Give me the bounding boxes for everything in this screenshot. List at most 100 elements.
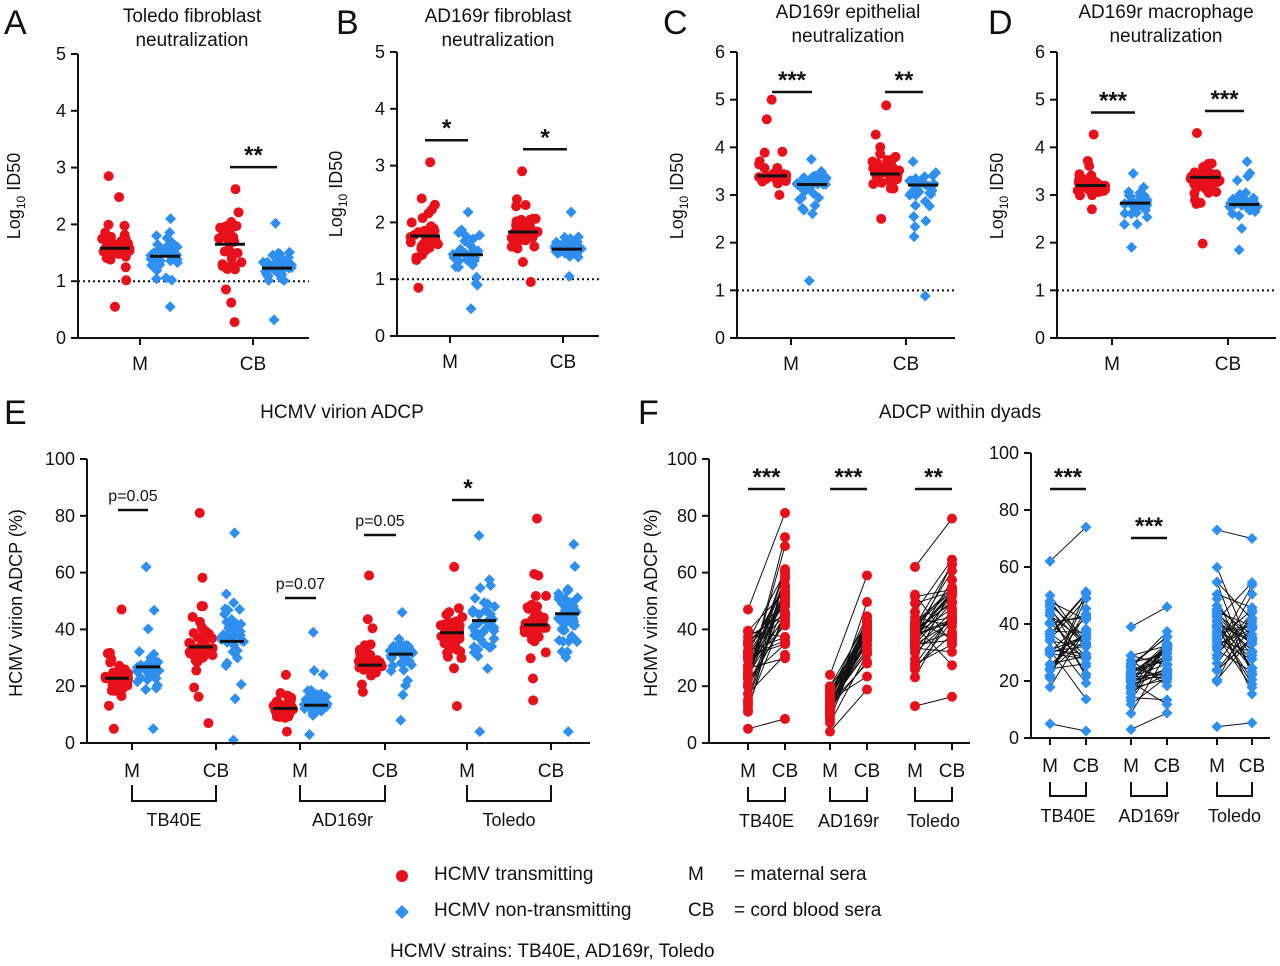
transmitting-point — [411, 252, 422, 263]
non-transmitting-point — [474, 582, 486, 594]
transmitting-point — [885, 183, 896, 194]
transmitting-point — [423, 208, 434, 219]
non-transmitting-point — [1161, 699, 1173, 711]
x-tick-label: M — [292, 761, 308, 782]
transmitting-point — [97, 233, 108, 244]
transmitting-point — [214, 233, 225, 244]
transmitting-point — [777, 146, 788, 157]
non-transmitting-point — [268, 314, 280, 326]
y-tick-label: 0 — [1035, 328, 1045, 348]
dyad-line — [1049, 604, 1087, 639]
transmitting-point — [116, 604, 127, 615]
y-tick-label: 20 — [999, 671, 1019, 691]
transmitting-point — [103, 700, 114, 711]
transmitting-point — [743, 688, 753, 699]
transmitting-point — [910, 598, 920, 609]
non-transmitting-point — [162, 246, 174, 258]
transmitting-point — [416, 240, 427, 251]
x-tick-label: M — [907, 761, 923, 782]
y-tick-label: 100 — [45, 449, 75, 469]
transmitting-point — [825, 689, 835, 700]
strain-label: AD169r — [312, 810, 373, 830]
non-transmitting-point — [471, 279, 483, 291]
transmitting-point — [419, 226, 430, 237]
non-transmitting-point — [1233, 210, 1245, 222]
non-transmitting-point — [1211, 588, 1223, 600]
transmitting-point — [890, 151, 901, 162]
non-transmitting-point — [930, 167, 942, 179]
transmitting-point — [449, 561, 460, 572]
non-transmitting-point — [465, 303, 477, 315]
transmitting-point — [517, 257, 528, 268]
panel-a-title-line1: Toledo fibroblast — [123, 6, 262, 27]
non-transmitting-point — [1246, 688, 1258, 700]
dyad-line — [1216, 582, 1253, 621]
transmitting-point — [220, 284, 231, 295]
y-tick-label: 3 — [56, 158, 66, 178]
transmitting-point — [119, 220, 130, 231]
strain-bracket — [747, 787, 786, 802]
dyad-line — [829, 648, 868, 701]
significance-label: *** — [1099, 87, 1128, 114]
dyad-line — [1049, 600, 1087, 647]
transmitting-point — [947, 586, 957, 597]
transmitting-point — [191, 665, 202, 676]
transmitting-point — [364, 570, 375, 581]
transmitting-point — [362, 614, 373, 625]
transmitting-point — [774, 190, 785, 200]
y-axis-label: Log10 ID50 — [987, 153, 1011, 239]
dyad-line — [1130, 672, 1168, 678]
non-transmitting-point — [474, 726, 486, 738]
transmitting-point — [194, 507, 205, 518]
transmitting-point — [743, 604, 753, 615]
non-transmitting-point — [1044, 644, 1056, 656]
non-transmitting-point — [396, 606, 408, 618]
x-tick-label: CB — [372, 761, 398, 782]
transmitting-point — [506, 241, 517, 252]
non-transmitting-point — [1161, 707, 1173, 719]
transmitting-point — [416, 193, 427, 204]
transmitting-point — [406, 217, 417, 228]
transmitting-point — [275, 688, 286, 699]
transmitting-point — [772, 162, 783, 173]
non-transmitting-point — [1044, 596, 1056, 608]
transmitting-point — [910, 637, 920, 648]
series-points — [867, 100, 905, 224]
dyad-line — [1130, 659, 1168, 687]
non-transmitting-point — [1125, 657, 1137, 669]
transmitting-point — [188, 628, 199, 639]
panel-f-title: ADCP within dyads — [879, 402, 1041, 423]
non-transmitting-point — [1080, 658, 1092, 670]
y-tick-label: 80 — [55, 506, 75, 526]
dyad-line — [1130, 652, 1168, 689]
transmitting-point — [520, 200, 531, 211]
non-transmitting-point — [571, 248, 583, 260]
panel-letter-b: B — [336, 4, 359, 42]
transmitting-point — [910, 672, 920, 683]
transmitting-point — [1072, 185, 1083, 196]
transmitting-point — [193, 691, 204, 702]
panel-a-title-line2: neutralization — [135, 30, 248, 51]
dyad-line — [914, 563, 953, 639]
non-transmitting-point — [803, 275, 815, 287]
non-transmitting-point — [307, 707, 319, 719]
dyad-line — [1049, 653, 1087, 660]
non-transmitting-point — [1246, 623, 1258, 635]
transmitting-point — [443, 632, 454, 643]
non-transmitting-point — [402, 674, 414, 686]
transmitting-point — [530, 607, 541, 618]
non-transmitting-point — [1161, 671, 1173, 683]
panel-a-plot: 0 1 2 3 4 5 Log10 ID50 M CB ** — [4, 44, 309, 375]
dyad-line — [914, 591, 953, 637]
y-tick-label: 0 — [687, 733, 697, 753]
transmitting-point — [203, 628, 214, 639]
strain-bracket — [1216, 782, 1253, 797]
dyad-line — [1130, 659, 1168, 674]
transmitting-point — [868, 178, 879, 189]
transmitting-point — [511, 194, 522, 205]
non-transmitting-point — [919, 195, 931, 207]
non-transmitting-point — [554, 614, 566, 626]
dyad-line — [1049, 723, 1087, 732]
